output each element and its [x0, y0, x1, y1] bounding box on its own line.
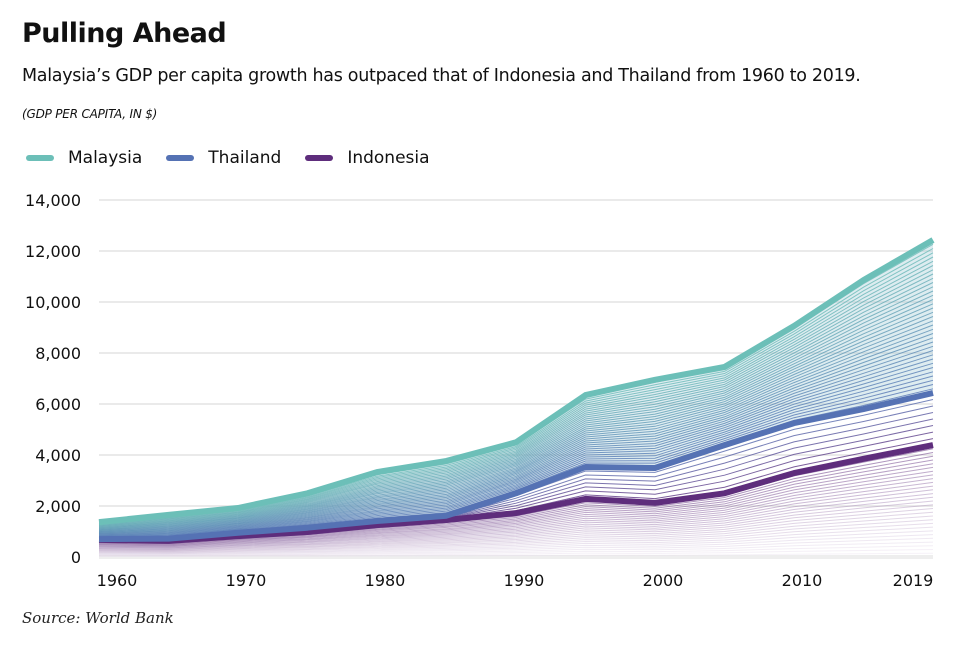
- y-tick-label: 8,000: [35, 344, 81, 363]
- x-tick-label: 1990: [504, 571, 545, 590]
- interp-line-indonesia-baseline: [98, 522, 934, 553]
- y-tick-label: 0: [71, 548, 81, 567]
- interp-line-indonesia-baseline: [98, 489, 934, 548]
- interp-line-indonesia-baseline: [98, 526, 934, 554]
- interp-line-malaysia-thailand: [98, 277, 934, 527]
- x-tick-label: 2019: [893, 571, 934, 590]
- legend-label-thailand: Thailand: [208, 148, 282, 168]
- y-tick-label: 6,000: [35, 395, 81, 414]
- interp-line-indonesia-baseline: [98, 541, 934, 556]
- interp-line-malaysia-thailand: [98, 350, 934, 535]
- interp-line-indonesia-baseline: [98, 500, 934, 550]
- legend-swatch-thailand: [166, 155, 195, 161]
- interp-line-indonesia-baseline: [98, 496, 934, 549]
- x-tick-label: 2010: [782, 571, 823, 590]
- interp-line-indonesia-baseline: [98, 534, 934, 555]
- interp-line-malaysia-thailand: [98, 328, 934, 533]
- series-line-thailand: [98, 390, 934, 543]
- legend-swatch-indonesia: [305, 155, 334, 161]
- interp-line-malaysia-thailand: [98, 354, 934, 536]
- interp-line-malaysia-thailand: [98, 333, 934, 533]
- interp-line-indonesia-baseline: [98, 493, 934, 549]
- interp-line-malaysia-thailand: [98, 307, 934, 531]
- interp-line-malaysia-thailand: [98, 341, 934, 534]
- interp-line-indonesia-baseline: [98, 463, 934, 545]
- interp-line-malaysia-thailand: [98, 286, 934, 528]
- interp-line-indonesia-baseline: [98, 474, 934, 546]
- interp-line-malaysia-thailand: [98, 273, 934, 527]
- source-note: Source: World Bank: [22, 609, 174, 627]
- interp-line-malaysia-thailand: [98, 290, 934, 529]
- interp-line-indonesia-baseline: [99, 549, 934, 557]
- interp-line-indonesia-baseline: [98, 519, 934, 553]
- x-tick-label: 1980: [365, 571, 406, 590]
- legend: Malaysia Thailand Indonesia: [26, 148, 454, 168]
- series-lines: [98, 237, 935, 544]
- interp-line-malaysia-thailand: [98, 282, 934, 528]
- interp-line-malaysia-thailand: [98, 311, 934, 531]
- interp-line-indonesia-baseline: [98, 478, 934, 547]
- interp-line-malaysia-thailand: [98, 371, 934, 538]
- interp-line-malaysia-thailand: [98, 362, 934, 537]
- y-tick-label: 12,000: [25, 242, 81, 261]
- legend-item-thailand: Thailand: [166, 148, 281, 168]
- interp-line-malaysia-thailand: [98, 316, 934, 532]
- x-axis-ticks: 1960 1970 1980 1990 2000 2010 2019: [97, 571, 934, 590]
- x-tick-label: 1970: [226, 571, 267, 590]
- x-tick-label: 2000: [643, 571, 684, 590]
- interp-line-malaysia-thailand: [98, 294, 934, 529]
- interp-line-indonesia-baseline: [98, 515, 934, 552]
- interp-line-indonesia-baseline: [98, 537, 934, 555]
- interp-line-indonesia-baseline: [98, 504, 934, 551]
- y-axis-ticks: 0 2,000 4,000 6,000 8,000 10,000 12,000 14,000: [25, 191, 81, 567]
- interp-line-indonesia-baseline: [98, 530, 934, 554]
- interp-line-malaysia-thailand: [98, 345, 934, 535]
- y-tick-label: 14,000: [25, 191, 81, 210]
- interp-line-indonesia-baseline: [98, 470, 934, 546]
- interp-line-malaysia-thailand: [98, 320, 934, 532]
- legend-swatch-malaysia: [26, 155, 54, 161]
- interp-line-malaysia-thailand: [98, 303, 934, 530]
- interp-line-indonesia-baseline: [98, 552, 934, 558]
- interp-line-malaysia-thailand: [98, 324, 934, 533]
- interp-line-malaysia-thailand: [98, 269, 934, 526]
- legend-label-indonesia: Indonesia: [347, 148, 430, 168]
- interp-line-indonesia-baseline: [98, 508, 934, 551]
- interp-line-indonesia-baseline: [98, 466, 934, 545]
- series-line-indonesia: [98, 442, 934, 544]
- x-tick-label: 1960: [97, 571, 138, 590]
- y-tick-label: 2,000: [35, 497, 81, 516]
- interp-line-indonesia-baseline: [98, 485, 934, 548]
- legend-label-malaysia: Malaysia: [68, 148, 143, 168]
- interp-line-indonesia-baseline: [98, 511, 934, 552]
- interp-line-malaysia-thailand: [98, 358, 934, 536]
- legend-item-malaysia: Malaysia: [26, 148, 142, 168]
- units-label: (GDP PER CAPITA, IN $): [22, 107, 158, 121]
- y-tick-label: 10,000: [25, 293, 81, 312]
- interp-line-malaysia-thailand: [98, 265, 934, 526]
- y-tick-label: 4,000: [35, 446, 81, 465]
- interp-line-indonesia-baseline: [98, 545, 934, 556]
- interp-line-malaysia-thailand: [98, 337, 934, 534]
- interp-line-malaysia-thailand: [98, 260, 934, 525]
- chart-title: Pulling Ahead: [22, 18, 227, 49]
- interp-line-malaysia-thailand: [98, 299, 934, 530]
- interp-line-malaysia-thailand: [98, 367, 934, 537]
- chart-subtitle: Malaysia’s GDP per capita growth has out…: [22, 66, 861, 86]
- legend-item-indonesia: Indonesia: [305, 148, 430, 168]
- interp-line-indonesia-baseline: [98, 481, 934, 547]
- series-line-malaysia: [98, 237, 935, 526]
